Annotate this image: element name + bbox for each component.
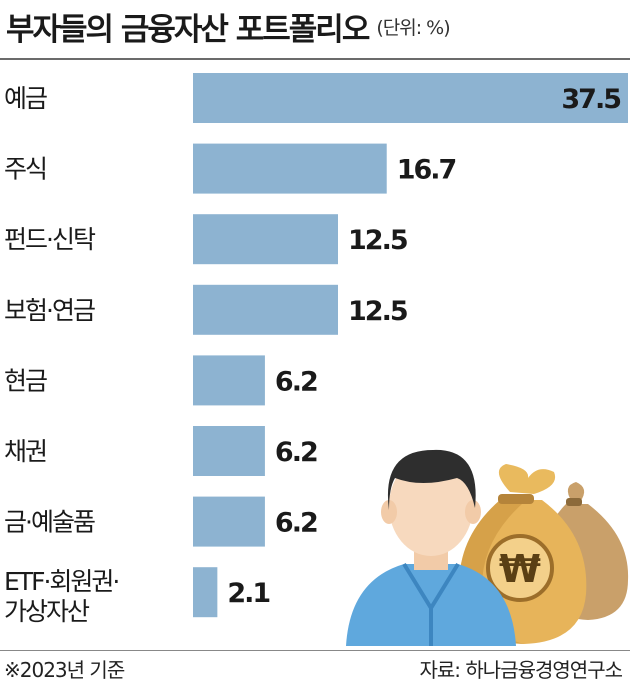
value-label: 16.7 [397,155,456,186]
bar [193,214,338,265]
category-label: 주식 [4,155,46,184]
title-divider [0,58,630,60]
footer-divider [0,650,630,651]
unit-label: (단위: %) [376,17,450,39]
category-label: 보험·연금 [4,296,95,325]
category-label: 펀드·신탁 [4,225,96,254]
bar [193,567,218,618]
source-label: 자료: 하나금융경영연구소 [419,658,623,682]
category-label: 예금 [4,84,47,113]
value-label: 6.2 [275,508,317,539]
bar [193,496,265,547]
chart-title: 부자들의 금융자산 포트폴리오 [6,12,370,48]
bar [193,284,338,335]
base-year-note: ※2023년 기준 [4,658,125,682]
bar [193,143,387,194]
value-label: 12.5 [348,225,407,256]
bar [193,355,265,406]
category-label: ETF·회원권· 가상자산 [4,567,118,626]
category-label: 현금 [4,366,47,395]
won-symbol: ₩ [499,547,541,591]
person-icon [346,449,516,646]
chart-header: 부자들의 금융자산 포트폴리오 (단위: %) [6,4,451,50]
category-label: 금·예술품 [4,508,95,537]
value-label: 6.2 [275,366,317,397]
bar [193,426,265,476]
value-label: 37.5 [561,84,620,115]
wealthy-person-illustration: ₩ [346,449,629,646]
value-label: 12.5 [348,296,407,327]
value-label: 6.2 [275,437,317,468]
category-label: 채권 [4,437,46,466]
value-label: 2.1 [227,578,269,609]
bar [193,73,628,123]
